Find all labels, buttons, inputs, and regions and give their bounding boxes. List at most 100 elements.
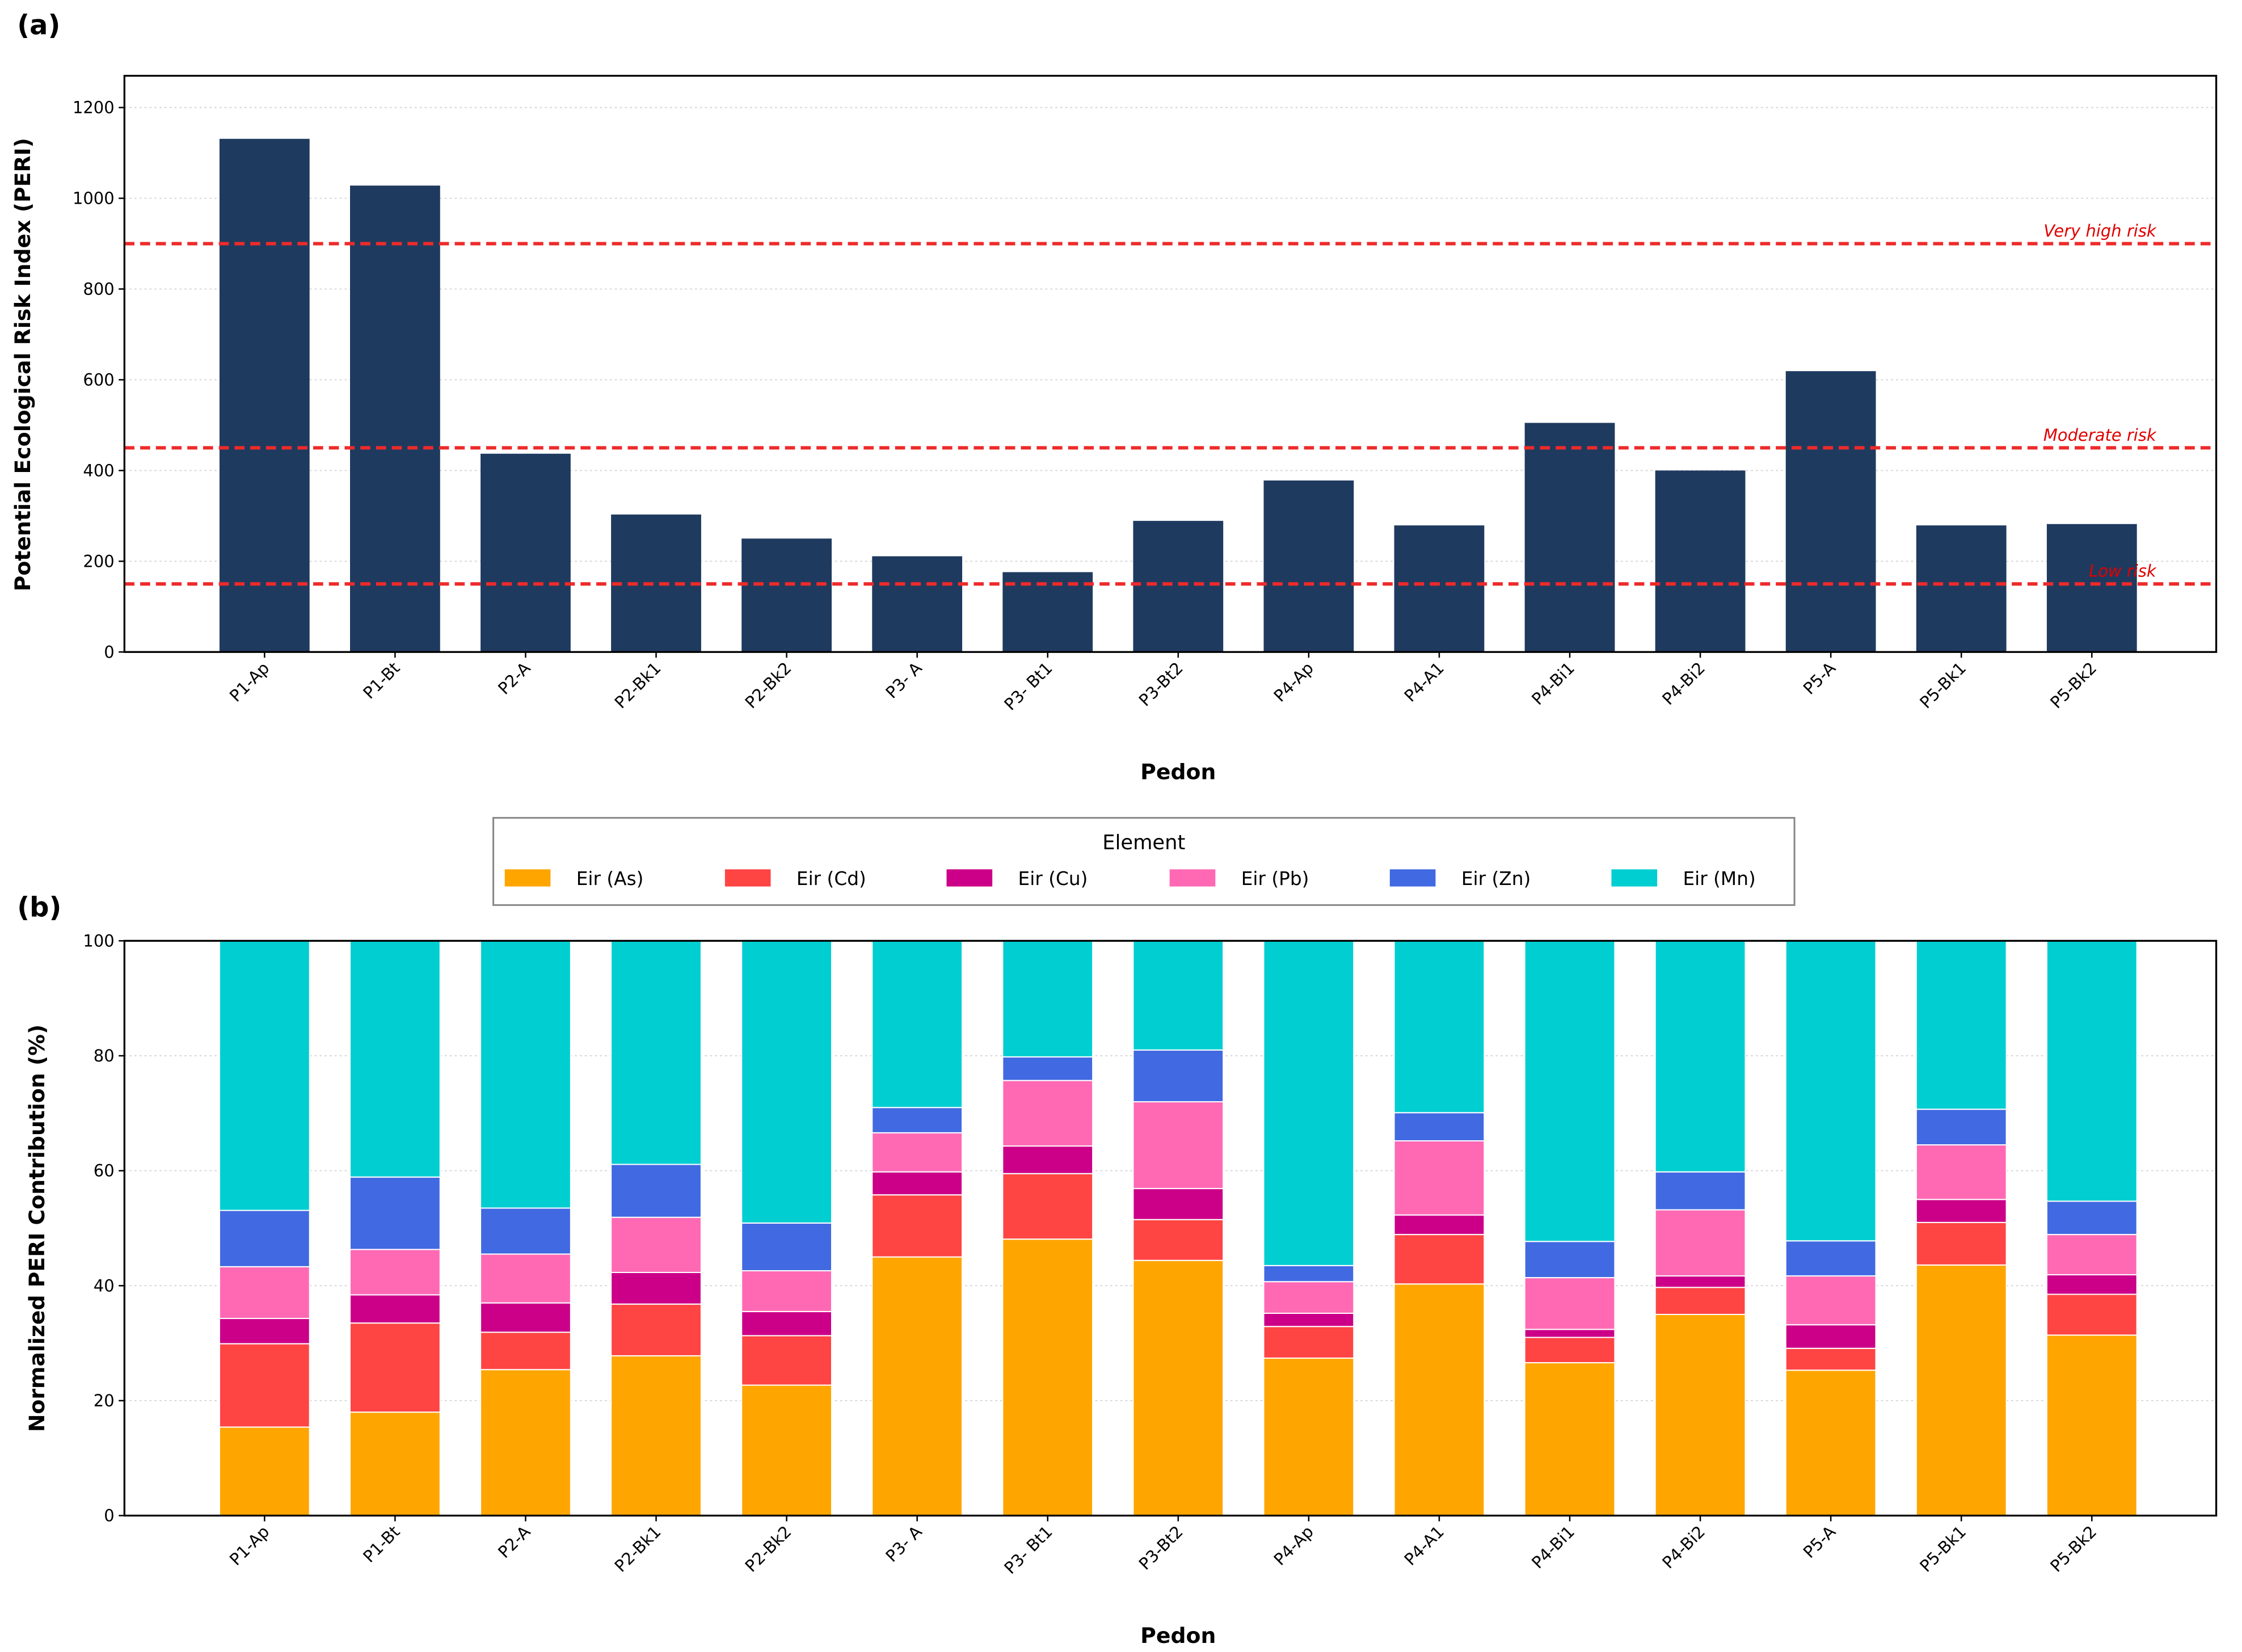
segment-eiras <box>2046 1334 2138 1516</box>
y-tick-label: 1200 <box>73 98 115 117</box>
segment-eiras <box>610 1355 702 1516</box>
segment-eiras <box>1915 1264 2007 1516</box>
segment-eirmn <box>871 940 963 1109</box>
legend-swatch <box>1611 869 1658 887</box>
x-tick-label: P4-Bi2 <box>1658 1522 1709 1573</box>
segment-eircd <box>1393 1234 1485 1285</box>
segment-eiras <box>1524 1362 1616 1516</box>
segment-eirzn <box>218 1210 310 1267</box>
bar-P1-Bt <box>349 186 440 652</box>
threshold-label: Moderate risk <box>2043 425 2157 445</box>
segment-eirmn <box>1524 940 1616 1242</box>
x-tick-label: P2-Bk1 <box>611 1522 665 1576</box>
segment-eirmn <box>349 940 441 1178</box>
segment-eircd <box>1785 1347 1877 1371</box>
x-tick-label: P5-Bk1 <box>1916 1522 1970 1576</box>
segment-eircu <box>1002 1145 1094 1174</box>
segment-eirzn <box>610 1164 702 1218</box>
chart-b-xlabel: Pedon <box>1140 1623 1216 1648</box>
y-tick-label: 0 <box>104 642 114 661</box>
x-tick-label: P2-A <box>494 658 534 698</box>
segment-eirzn <box>2046 1200 2138 1236</box>
chart-a-xlabel: Pedon <box>1140 760 1216 785</box>
segment-eircd <box>741 1335 832 1386</box>
segment-eiras <box>1785 1369 1877 1516</box>
segment-eirpb <box>871 1132 963 1173</box>
x-tick-label: P4-Bi1 <box>1528 658 1578 709</box>
segment-eirzn <box>1654 1171 1746 1211</box>
x-tick-label: P1-Bt <box>359 1522 403 1566</box>
legend-item: Eir (Cu) <box>946 868 1088 890</box>
legend-item: Eir (Pb) <box>1169 868 1309 890</box>
segment-eircd <box>1524 1337 1616 1364</box>
segment-eirzn <box>1132 1049 1224 1103</box>
plot-frame <box>123 74 2218 653</box>
segment-eirmn <box>1654 940 1746 1173</box>
segment-eirpb <box>1132 1101 1224 1190</box>
bar-P4-A1 <box>1394 525 1485 652</box>
segment-eircd <box>2046 1293 2138 1336</box>
y-tick-label: 0 <box>104 1506 114 1525</box>
segment-eirmn <box>2046 940 2138 1202</box>
segment-eiras <box>480 1369 571 1516</box>
segment-eiras <box>741 1384 832 1516</box>
segment-eirzn <box>1393 1112 1485 1141</box>
legend-label: Eir (Cu) <box>1018 868 1088 890</box>
y-tick-label: 1000 <box>73 189 115 208</box>
y-tick-label: 100 <box>83 931 114 950</box>
segment-eircu <box>218 1318 310 1345</box>
segment-eircd <box>610 1303 702 1356</box>
legend-swatch <box>724 869 771 887</box>
legend-item: Eir (Cd) <box>724 868 866 890</box>
x-tick-label: P2-A <box>494 1522 534 1562</box>
x-tick-label: P3- Bt1 <box>1000 1522 1056 1578</box>
x-tick-label: P4-A1 <box>1401 658 1448 705</box>
segment-eirmn <box>480 940 571 1209</box>
y-tick-label: 200 <box>83 551 114 571</box>
segment-eircd <box>349 1322 441 1413</box>
x-tick-label: P3- A <box>882 1522 925 1566</box>
x-tick-label: P4-Bi1 <box>1528 1522 1578 1573</box>
segment-eircu <box>1785 1324 1877 1349</box>
segment-eirzn <box>871 1107 963 1133</box>
plot-frame <box>123 939 2218 1517</box>
y-tick-label: 20 <box>94 1391 115 1410</box>
segment-eirzn <box>1785 1240 1877 1277</box>
segment-eiras <box>1654 1313 1746 1516</box>
bar-P5-Bk2 <box>2046 524 2137 652</box>
bar-P5-Bk1 <box>1916 525 2007 652</box>
segment-eircu <box>1263 1312 1355 1328</box>
x-tick-label: P3-Bt2 <box>1135 658 1187 710</box>
segment-eirpb <box>1524 1277 1616 1330</box>
legend-item: Eir (Zn) <box>1389 868 1531 890</box>
segment-eirzn <box>1524 1241 1616 1279</box>
y-tick-label: 800 <box>83 280 114 299</box>
x-tick-label: P2-Bk2 <box>741 1522 795 1576</box>
segment-eirmn <box>741 940 832 1224</box>
legend-swatch <box>946 869 993 887</box>
segment-eirmn <box>218 940 310 1211</box>
y-tick-label: 80 <box>94 1046 115 1065</box>
legend-label: Eir (As) <box>576 868 644 890</box>
x-tick-label: P3- A <box>882 658 925 702</box>
segment-eiras <box>1132 1259 1224 1516</box>
panel-a-label: (a) <box>17 10 60 41</box>
segment-eirzn <box>480 1207 571 1255</box>
peri-contribution-stacked-chart: 0 20 40 60 80 100 P1-Ap P1-Bt P2-A P2-Bk1 P2-Bk2 P3… <box>83 931 2218 1578</box>
segment-eircu <box>1524 1329 1616 1338</box>
x-tick-label: P5-Bk2 <box>2046 1522 2100 1576</box>
segment-eirzn <box>1915 1109 2007 1146</box>
segment-eircu <box>2046 1274 2138 1295</box>
segment-eircd <box>1002 1173 1094 1240</box>
segment-eircu <box>1393 1214 1485 1236</box>
panel-b-label: (b) <box>17 892 61 924</box>
segment-eiras <box>218 1426 310 1516</box>
segment-eiras <box>871 1256 963 1516</box>
segment-eircu <box>1915 1199 2007 1223</box>
legend-label: Eir (Mn) <box>1683 868 1755 890</box>
segment-eircd <box>218 1343 310 1428</box>
bar-P3-Bt1 <box>1002 572 1093 652</box>
segment-eircd <box>1654 1287 1746 1315</box>
segment-eiras <box>1263 1357 1355 1516</box>
